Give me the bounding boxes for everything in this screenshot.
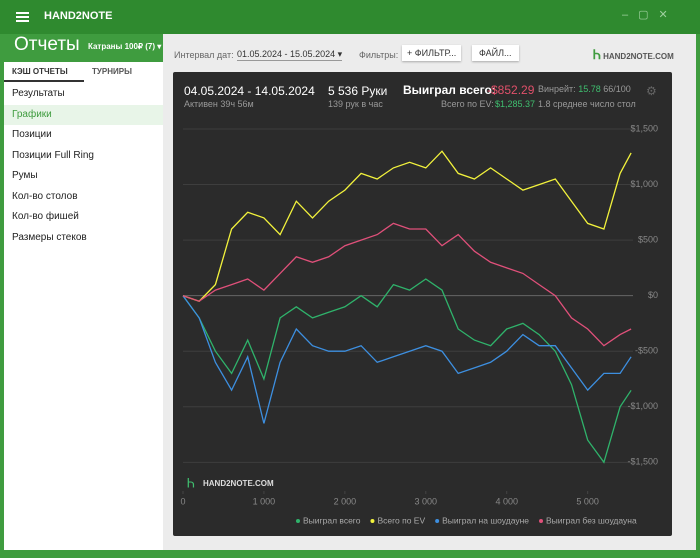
hands: 5 536 Руки xyxy=(328,84,388,98)
active: Активен 39ч 56м xyxy=(184,99,254,109)
logo: Ꮒ HAND2NOTE.COM xyxy=(593,47,674,62)
series-line xyxy=(182,150,632,302)
x-tick-label: 4 000 xyxy=(495,496,518,506)
series-line xyxy=(182,295,632,424)
winrate-hands: 66/100 xyxy=(603,84,631,94)
menu-item[interactable]: Графики xyxy=(12,108,52,120)
x-tick-label: 2 000 xyxy=(334,496,357,506)
tab[interactable]: ТУРНИРЫ xyxy=(92,67,132,76)
ev: $1,285.37 xyxy=(495,99,536,109)
tables: 1.8 среднее число стол xyxy=(538,99,636,109)
legend-label: Всего по EV xyxy=(377,515,425,525)
y-tick-label: -$1,000 xyxy=(627,401,658,411)
menu-item[interactable]: Румы xyxy=(12,170,38,181)
profile-name: Катраны 100₽ (7) xyxy=(88,42,156,51)
filter-text: ФИЛЬТР... xyxy=(414,48,457,58)
watermark: HAND2NOTE.COM xyxy=(203,479,274,488)
dates: 04.05.2024 - 14.05.2024 xyxy=(184,84,315,98)
x-tick-label: 1 000 xyxy=(253,496,276,506)
window-title: HAND2NOTE xyxy=(44,10,113,22)
menu-item[interactable]: Позиции Full Ring xyxy=(12,149,94,161)
menu-item[interactable]: Кол-во фишей xyxy=(12,211,79,222)
title-bar xyxy=(0,0,700,34)
won-label: Выиграл всего: xyxy=(403,83,496,97)
series-line xyxy=(182,278,632,464)
chart-box: $1,500 $1,000 $500 $0 -$500 -$1,000 -$1,500 0 1 … xyxy=(173,72,672,536)
winrate-value: 15.78 xyxy=(578,84,601,94)
y-tick-label: $0 xyxy=(648,290,658,300)
y-tick-label: -$500 xyxy=(635,346,658,356)
legend-dot xyxy=(435,519,440,523)
tab[interactable]: КЭШ ОТЧЕТЫ xyxy=(12,67,68,76)
interval-text: 01.05.2024 - 15.05.2024 xyxy=(237,49,336,59)
x-tick-label: 5 000 xyxy=(576,496,599,506)
header-title: Отчеты xyxy=(14,34,80,55)
profile[interactable]: Катраны 100₽ (7) ▾ xyxy=(88,42,162,51)
winrate: Винрейт: 15.78 66/100 xyxy=(538,84,631,94)
tab-underline xyxy=(4,80,84,82)
won: -$852.29 xyxy=(487,83,535,97)
interval-label: Интервал дат: xyxy=(174,50,234,60)
y-tick-label: $500 xyxy=(638,234,658,244)
y-tick-label: $1,000 xyxy=(630,179,658,189)
rate: 139 рук в час xyxy=(328,99,383,109)
watermark-icon: Ꮒ xyxy=(187,475,195,490)
menu-icon[interactable] xyxy=(16,12,29,14)
y-tick-label: -$1,500 xyxy=(627,457,658,467)
legend-dot xyxy=(539,519,544,523)
series-line xyxy=(182,222,632,347)
interval[interactable]: 01.05.2024 - 15.05.2024 ▾ xyxy=(237,49,343,61)
logo-text: HAND2NOTE.COM xyxy=(603,52,674,61)
chart: $1,500 $1,000 $500 $0 -$500 -$1,000 -$1,500 0 1 … xyxy=(180,123,658,525)
left-panel xyxy=(4,62,163,550)
winrate-label: Винрейт: xyxy=(538,84,576,94)
legend-label: Выиграл на шоудауне xyxy=(442,515,529,525)
menu-item[interactable]: Позиции xyxy=(12,129,52,140)
ev-label: Всего по EV: xyxy=(441,99,494,109)
filter-button[interactable]: + ФИЛЬТР... xyxy=(402,45,462,61)
file-button[interactable]: ФАЙЛ... xyxy=(472,45,519,61)
settings-icon[interactable]: ⚙ xyxy=(646,84,657,98)
legend-dot xyxy=(296,519,300,523)
legend-dot xyxy=(370,519,375,523)
legend-label: Выиграл без шоудауна xyxy=(546,515,637,525)
menu-item[interactable]: Размеры стеков xyxy=(12,231,87,243)
menu-highlight xyxy=(4,105,163,125)
y-tick-label: $1,500 xyxy=(630,123,658,133)
menu-item[interactable]: Результаты xyxy=(12,88,65,99)
menu-item[interactable]: Кол-во столов xyxy=(12,190,78,202)
window-controls[interactable]: –▢✕ xyxy=(622,9,678,21)
filters-label: Фильтры: xyxy=(359,50,399,60)
legend-label: Выиграл всего xyxy=(303,515,361,525)
x-tick-label: 0 xyxy=(180,496,185,506)
x-tick-label: 3 000 xyxy=(415,496,438,506)
